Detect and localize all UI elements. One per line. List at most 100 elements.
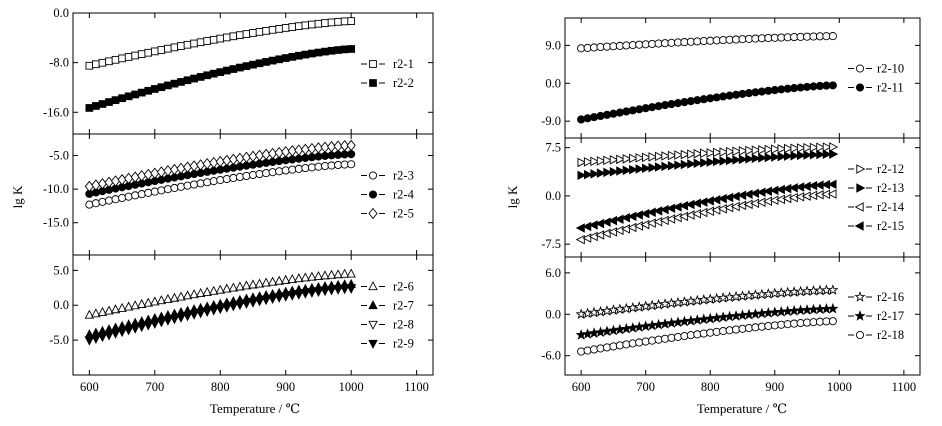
legend-marker	[856, 164, 866, 174]
data-point	[131, 90, 140, 99]
x-tick-label: 900	[276, 380, 295, 394]
data-point	[667, 150, 677, 161]
data-point	[144, 48, 153, 57]
data-point	[635, 105, 644, 114]
data-point	[771, 144, 781, 154]
data-point	[588, 220, 598, 230]
data-point	[300, 272, 311, 282]
data-point	[157, 83, 166, 92]
data-point	[313, 270, 324, 280]
data-point	[758, 145, 768, 155]
data-point	[641, 104, 650, 113]
legend-marker	[368, 190, 378, 199]
data-point	[627, 211, 637, 222]
data-point	[736, 290, 749, 301]
data-point	[294, 273, 304, 283]
data-point	[196, 159, 206, 171]
data-point	[794, 304, 807, 316]
y-tick-label: 0.0	[53, 298, 69, 312]
series-r2-11	[577, 81, 837, 124]
data-point	[254, 278, 265, 288]
data-point	[704, 206, 714, 217]
data-point	[195, 287, 206, 297]
y-tick-label: -8.0	[49, 56, 69, 70]
legend-item-r2-13: r2-13	[848, 181, 904, 195]
data-point	[281, 54, 290, 62]
data-point	[667, 100, 676, 109]
legend-label: r2-15	[877, 219, 904, 233]
data-point	[313, 287, 324, 297]
y-tick-label: 0.0	[53, 6, 69, 20]
data-point	[659, 318, 671, 329]
data-point	[248, 160, 258, 169]
y-tick-label: 9.0	[545, 38, 561, 52]
data-point	[615, 108, 624, 117]
legend-label: r2-18	[877, 328, 904, 342]
data-point	[594, 326, 607, 338]
legend-item-r2-8: r2-8	[361, 318, 414, 332]
data-point	[704, 293, 716, 305]
data-point	[104, 305, 114, 315]
data-point	[216, 34, 225, 43]
legend-label: r2-4	[393, 188, 415, 202]
data-point	[749, 308, 762, 319]
data-point	[790, 151, 800, 161]
data-point	[758, 153, 768, 163]
data-point	[762, 307, 774, 318]
data-point	[822, 142, 832, 152]
data-point	[615, 341, 624, 350]
data-point	[614, 225, 624, 236]
data-point	[764, 144, 774, 155]
data-point	[267, 276, 278, 286]
data-point	[105, 57, 113, 66]
data-point	[222, 303, 232, 313]
data-point	[608, 227, 618, 237]
data-point	[157, 46, 166, 54]
data-point	[828, 81, 837, 90]
y-axis-label: lg K	[505, 185, 520, 208]
data-point	[596, 156, 606, 166]
data-point	[248, 279, 258, 289]
data-point	[816, 149, 826, 160]
data-point	[300, 289, 311, 299]
legend-label: r2-17	[877, 309, 904, 323]
data-point	[176, 291, 186, 301]
legend-label: r2-3	[393, 169, 414, 183]
legend-item-r2-1: r2-1	[361, 57, 414, 71]
data-point	[182, 311, 193, 321]
data-point	[249, 60, 257, 69]
x-tick-label: 1000	[827, 380, 852, 394]
data-point	[678, 315, 691, 327]
data-point	[216, 68, 225, 76]
data-point	[596, 344, 605, 353]
data-point	[706, 148, 716, 158]
legend-marker	[368, 171, 378, 180]
data-point	[581, 328, 594, 339]
data-point	[736, 309, 749, 321]
data-point	[163, 293, 173, 303]
legend-item-r2-14: r2-14	[848, 200, 905, 214]
data-point	[777, 151, 787, 162]
data-point	[723, 310, 736, 322]
data-point	[228, 282, 239, 292]
data-point	[704, 196, 714, 206]
data-point	[84, 336, 95, 346]
data-point	[595, 218, 605, 229]
data-point	[713, 147, 723, 158]
data-point	[582, 221, 592, 232]
data-point	[169, 163, 180, 176]
data-point	[196, 179, 205, 188]
data-point	[642, 152, 652, 163]
data-point	[287, 291, 298, 301]
data-point	[827, 189, 837, 199]
legend-item-r2-5: r2-5	[361, 207, 414, 221]
data-point	[346, 284, 356, 294]
data-point	[222, 164, 231, 173]
data-point	[255, 59, 264, 68]
data-point	[137, 88, 146, 97]
data-point	[809, 142, 819, 153]
data-point	[333, 285, 343, 295]
y-tick-label: -15.0	[43, 216, 69, 230]
data-point	[698, 294, 710, 305]
x-tick-label: 700	[145, 380, 164, 394]
